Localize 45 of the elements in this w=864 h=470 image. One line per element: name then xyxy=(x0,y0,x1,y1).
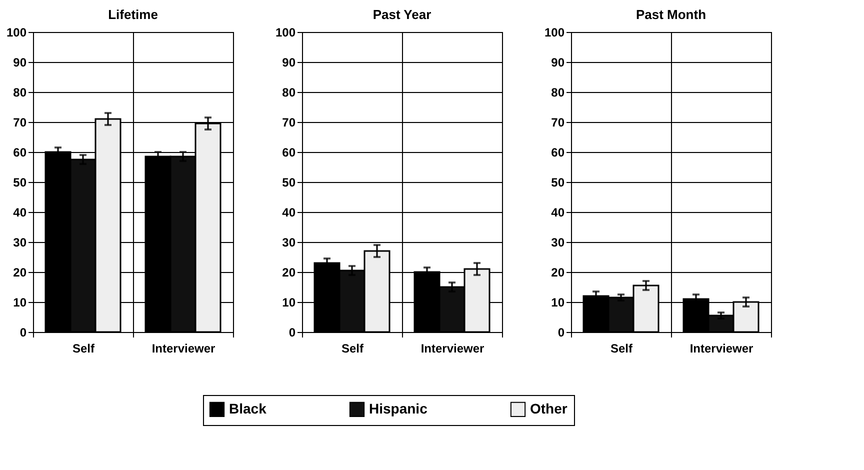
y-tick-label: 70 xyxy=(551,116,565,130)
y-tick-label: 100 xyxy=(6,26,27,40)
y-tick-label: 40 xyxy=(551,206,565,220)
y-tick-label: 0 xyxy=(288,326,296,340)
x-tick-label: Self xyxy=(72,342,96,356)
chart-title: Past Month xyxy=(636,7,706,22)
y-tick-label: 40 xyxy=(282,206,296,220)
y-tick-label: 40 xyxy=(13,206,27,220)
y-tick-label: 60 xyxy=(13,146,27,160)
x-tick-label: Self xyxy=(341,342,365,356)
y-tick-label: 100 xyxy=(275,26,296,40)
y-tick-label: 20 xyxy=(551,266,565,280)
y-tick-label: 50 xyxy=(282,176,296,190)
y-tick-label: 80 xyxy=(551,86,565,100)
legend-label: Black xyxy=(229,400,267,416)
y-tick-label: 20 xyxy=(13,266,27,280)
y-tick-label: 50 xyxy=(13,176,27,190)
y-tick-label: 10 xyxy=(282,296,296,310)
y-tick-label: 0 xyxy=(20,326,27,340)
legend-label: Other xyxy=(530,400,568,416)
x-tick-label: Self xyxy=(610,342,634,356)
y-tick-label: 20 xyxy=(282,266,296,280)
y-tick-label: 10 xyxy=(13,296,27,310)
chart-title: Past Year xyxy=(372,7,432,22)
y-tick-label: 70 xyxy=(13,116,27,130)
x-tick-label: Interviewer xyxy=(152,342,216,356)
legend-label: Hispanic xyxy=(369,400,428,416)
y-tick-label: 80 xyxy=(282,86,296,100)
y-tick-label: 90 xyxy=(282,56,296,70)
x-tick-label: Interviewer xyxy=(690,342,754,356)
y-tick-label: 90 xyxy=(13,56,27,70)
y-tick-label: 60 xyxy=(551,146,565,160)
y-tick-label: 30 xyxy=(551,236,565,250)
y-tick-label: 30 xyxy=(282,236,296,250)
y-tick-label: 10 xyxy=(551,296,565,310)
y-tick-label: 70 xyxy=(282,116,296,130)
y-tick-label: 0 xyxy=(558,326,565,340)
y-tick-label: 30 xyxy=(13,236,27,250)
chart-title: Lifetime xyxy=(108,7,158,22)
y-tick-label: 100 xyxy=(544,26,565,40)
y-tick-label: 90 xyxy=(551,56,565,70)
x-tick-label: Interviewer xyxy=(420,342,485,356)
y-tick-label: 50 xyxy=(551,176,565,190)
y-tick-label: 80 xyxy=(13,86,27,100)
y-tick-label: 60 xyxy=(282,146,296,160)
